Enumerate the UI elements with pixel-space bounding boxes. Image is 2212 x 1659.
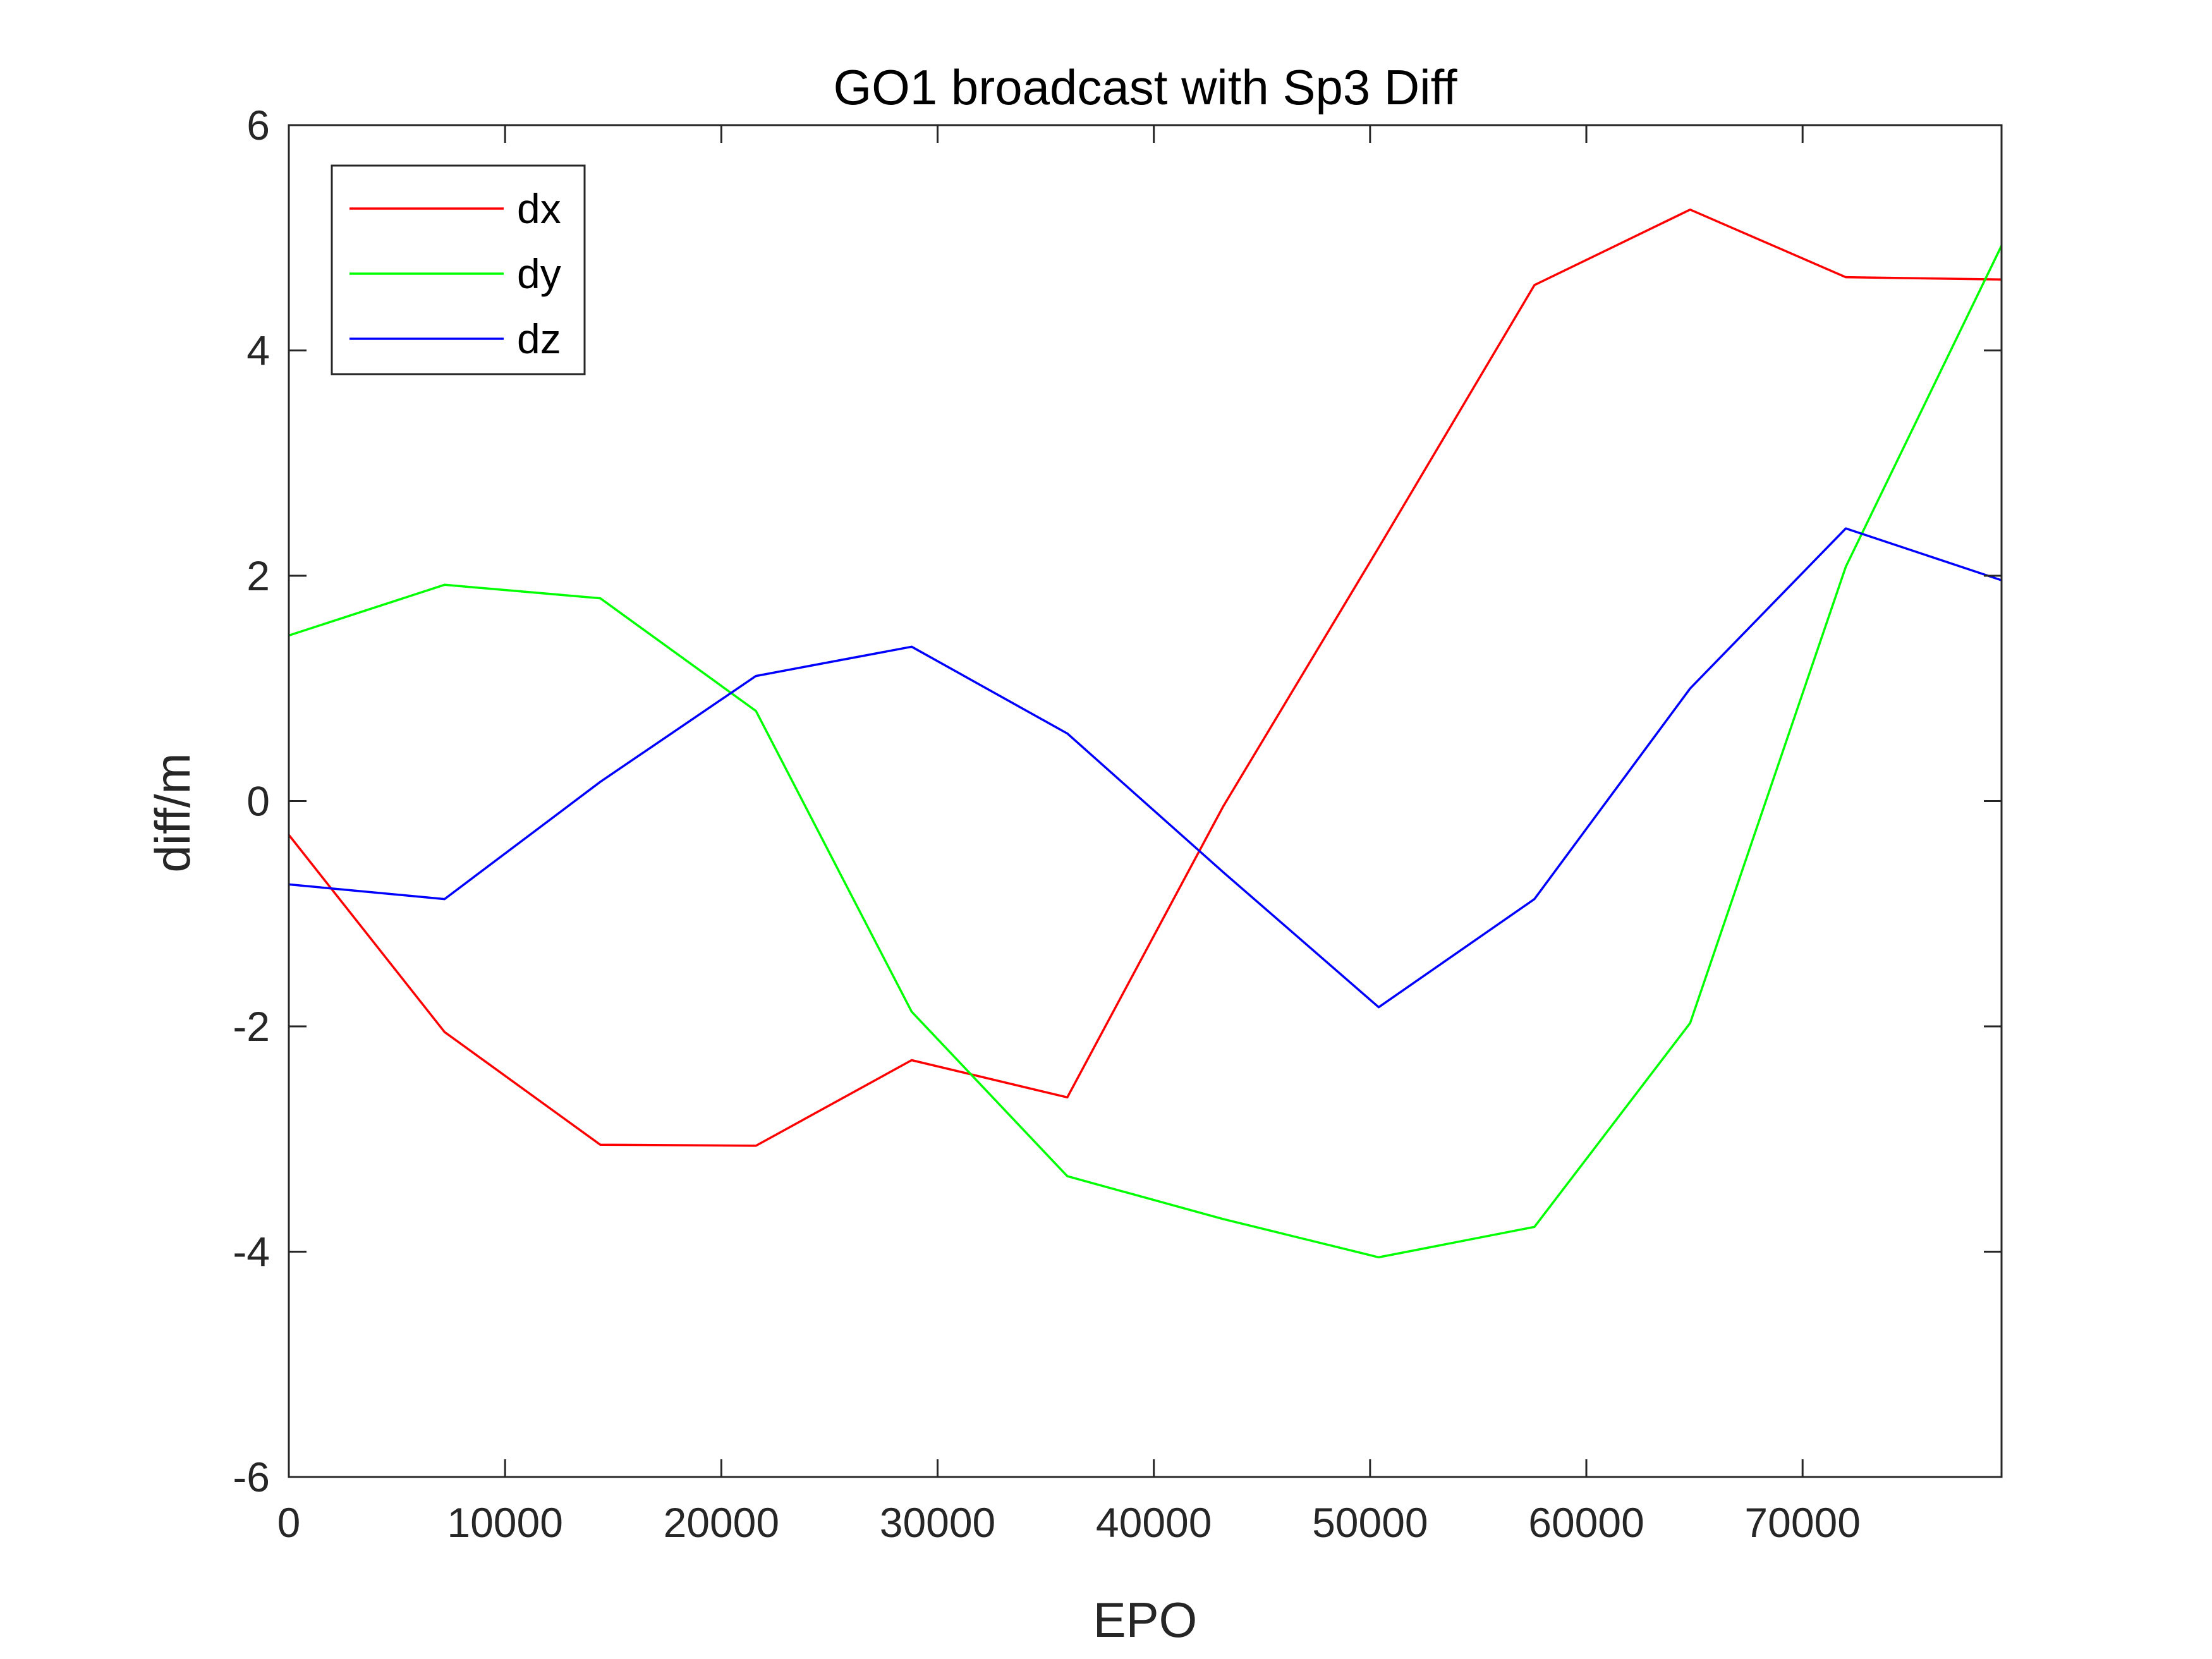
x-tick-label: 50000 [1312, 1499, 1428, 1546]
legend-label-dy: dy [517, 250, 561, 297]
x-tick-label: 0 [277, 1499, 301, 1546]
chart-title: GO1 broadcast with Sp3 Diff [833, 59, 1457, 115]
x-tick-label: 30000 [880, 1499, 996, 1546]
series-line-dx [288, 208, 2002, 1147]
y-tick-label: 4 [246, 327, 270, 374]
y-tick-label: -2 [233, 1003, 270, 1050]
y-tick-label: 6 [246, 102, 270, 149]
y-axis-title: diff/m [145, 753, 200, 872]
y-tick-label: -4 [233, 1229, 270, 1275]
x-tick-label: 20000 [664, 1499, 780, 1546]
x-tick-label: 60000 [1528, 1499, 1644, 1546]
legend: dx dy dz [331, 164, 586, 375]
plot-area [288, 208, 2003, 1259]
series-line-dz [288, 527, 2002, 1009]
x-tick-label: 10000 [447, 1499, 563, 1546]
series-line-dy [288, 245, 2003, 1259]
x-axis-title: EPO [1093, 1592, 1198, 1648]
legend-label-dx: dx [517, 185, 561, 232]
y-tick-label: 2 [246, 552, 270, 599]
y-tick-label: -6 [233, 1454, 270, 1500]
y-tick-label: 0 [246, 778, 270, 825]
x-tick-label: 70000 [1744, 1499, 1861, 1546]
x-tick-label: 40000 [1096, 1499, 1212, 1546]
legend-label-dz: dz [517, 315, 561, 362]
axes: 0 10000 20000 30000 40000 50000 60000 70000 -6 -4… [233, 102, 2003, 1546]
